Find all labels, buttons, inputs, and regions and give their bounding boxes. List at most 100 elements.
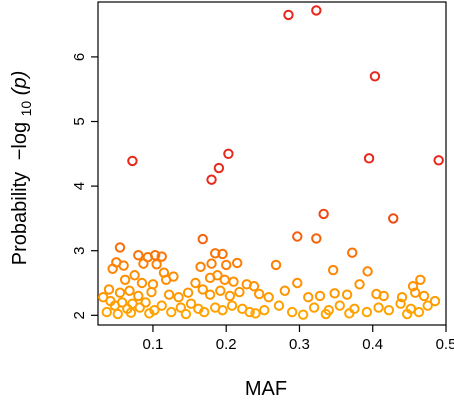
data-point — [418, 290, 430, 302]
data-point — [206, 258, 217, 269]
y-tick-label: 3 — [71, 247, 88, 255]
data-point — [118, 260, 129, 271]
data-point — [234, 286, 245, 298]
data-point — [396, 292, 408, 303]
y-axis-title: Probability −log 10 (p) — [9, 71, 36, 265]
x-axis: 0.1 0.2 0.3 0.4 0.5 — [143, 325, 454, 353]
data-point — [173, 292, 184, 303]
y-tick-label: 5 — [71, 117, 88, 125]
data-point — [223, 148, 234, 160]
data-point — [314, 290, 326, 302]
data-point — [144, 308, 155, 319]
data-point — [151, 259, 162, 270]
x-tick-label: 0.3 — [289, 336, 310, 353]
data-point — [283, 9, 294, 21]
data-point — [180, 308, 192, 320]
y-axis-title-main: Probability — [9, 172, 31, 265]
data-point — [190, 277, 201, 289]
data-point — [270, 259, 282, 271]
data-point — [327, 264, 339, 276]
data-point — [226, 300, 238, 311]
data-point — [286, 306, 298, 318]
data-point — [127, 155, 138, 167]
data-point — [378, 290, 389, 302]
data-point — [383, 304, 395, 316]
data-point — [134, 302, 145, 313]
data-point — [429, 295, 441, 307]
data-point — [228, 276, 239, 287]
data-point — [422, 300, 433, 311]
data-point — [163, 289, 175, 300]
data-point — [140, 297, 151, 308]
y-axis: 2 3 4 5 6 — [71, 53, 98, 319]
data-point — [119, 274, 131, 285]
data-point — [210, 248, 221, 259]
data-point — [292, 231, 303, 242]
data-point — [138, 258, 149, 269]
data-point — [197, 233, 208, 245]
data-point — [156, 300, 167, 311]
data-point — [125, 307, 137, 318]
data-point — [133, 290, 144, 302]
data-point — [156, 251, 167, 262]
data-point — [318, 208, 329, 220]
x-axis-title: MAF — [245, 378, 287, 400]
data-point — [244, 306, 255, 318]
data-point — [175, 302, 186, 313]
data-point — [273, 300, 285, 311]
data-point — [114, 242, 126, 253]
data-point — [197, 284, 208, 295]
data-point — [410, 287, 421, 298]
y-tick-label: 2 — [71, 311, 88, 319]
data-point — [415, 274, 426, 285]
data-point — [279, 285, 291, 296]
data-point — [221, 259, 232, 271]
data-point — [112, 308, 123, 320]
x-tick-label: 0.5 — [436, 336, 454, 353]
data-point — [311, 5, 322, 16]
data-point — [185, 298, 197, 309]
data-point — [215, 285, 226, 296]
data-point — [373, 302, 384, 313]
data-point — [401, 308, 413, 320]
data-point — [224, 290, 236, 302]
data-point — [199, 306, 210, 318]
data-point — [114, 287, 126, 298]
data-point — [166, 306, 177, 318]
data-points — [97, 5, 444, 320]
data-point — [369, 71, 381, 82]
data-point — [206, 174, 217, 185]
data-point — [334, 300, 345, 311]
data-point — [253, 288, 265, 300]
data-point — [347, 247, 358, 258]
data-point — [308, 302, 320, 313]
data-point — [388, 213, 399, 224]
data-point — [341, 289, 353, 300]
data-point — [204, 289, 216, 300]
data-point — [395, 298, 406, 309]
data-point — [433, 155, 444, 166]
data-point — [133, 250, 144, 261]
data-point — [297, 309, 309, 320]
data-point — [292, 277, 303, 289]
data-point — [124, 285, 135, 296]
data-point — [103, 284, 115, 295]
data-point — [213, 162, 225, 174]
data-point — [212, 270, 223, 281]
data-point — [217, 248, 228, 260]
data-point — [248, 281, 260, 292]
data-point — [344, 308, 355, 319]
data-point — [354, 279, 365, 290]
data-point — [263, 292, 274, 303]
data-point — [219, 274, 230, 285]
data-point — [303, 292, 314, 303]
x-tick-label: 0.1 — [143, 336, 164, 353]
data-point — [362, 266, 373, 277]
data-point — [259, 304, 270, 316]
data-point — [146, 286, 157, 298]
data-point — [413, 306, 425, 318]
data-point — [195, 261, 206, 273]
data-point — [361, 306, 373, 318]
data-point — [217, 304, 228, 316]
